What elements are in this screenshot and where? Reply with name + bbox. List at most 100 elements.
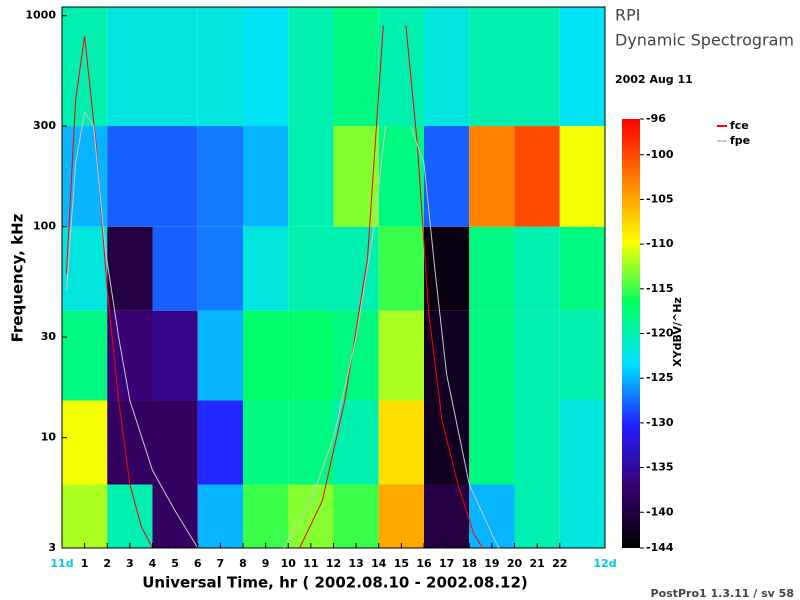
heatmap-cell xyxy=(378,400,424,485)
y-tick-label: 10 xyxy=(41,431,57,444)
heatmap-cell xyxy=(424,400,470,485)
x-tick-label: 20 xyxy=(507,557,523,570)
heatmap-cell xyxy=(559,310,605,401)
heatmap-cell xyxy=(559,126,605,227)
heatmap-cell xyxy=(62,226,108,311)
heatmap-cell xyxy=(288,484,334,548)
x-tick-label: 6 xyxy=(194,557,202,570)
heatmap-cell xyxy=(469,484,515,548)
colorbar-tick-label: -140 xyxy=(646,505,674,518)
x-tick-label: 17 xyxy=(439,557,454,570)
heatmap-cell xyxy=(243,400,289,485)
heatmap-cell xyxy=(243,310,289,401)
heatmap-cell xyxy=(62,7,108,127)
colorbar-tick-label: -96 xyxy=(646,112,666,125)
x-tick-label: 22 xyxy=(552,557,567,570)
heatmap-cell xyxy=(424,7,470,127)
heatmap-cell xyxy=(424,226,470,311)
colorbar-tick-label: -100 xyxy=(646,148,674,161)
heatmap-cell xyxy=(333,226,379,311)
heatmap-cell xyxy=(514,484,560,548)
colorbar-tick-label: -110 xyxy=(646,237,674,250)
heatmap-cell xyxy=(514,310,560,401)
heatmap-cell xyxy=(152,484,198,548)
heatmap-cell xyxy=(243,7,289,127)
x-tick-label: 8 xyxy=(239,557,247,570)
heatmap-cell xyxy=(152,310,198,401)
series-line xyxy=(66,110,500,549)
heatmap-cell xyxy=(107,126,153,227)
y-tick-label: 30 xyxy=(41,330,57,343)
x-tick-label: 5 xyxy=(171,557,179,570)
heatmap-cell xyxy=(288,126,334,227)
heatmap-cell xyxy=(288,226,334,311)
heatmap-cell xyxy=(469,7,515,127)
heatmap-cell xyxy=(107,400,153,485)
heatmap-cell xyxy=(152,400,198,485)
x-tick-label: 13 xyxy=(348,557,363,570)
heatmap-cell xyxy=(288,7,334,127)
legend-label: fpe xyxy=(730,134,750,147)
x-tick-label: 7 xyxy=(217,557,225,570)
x-axis-label: Universal Time, hr ( 2002.08.10 - 2002.0… xyxy=(142,574,528,592)
heatmap-cell xyxy=(243,484,289,548)
heatmap-cell xyxy=(243,126,289,227)
colorbar-tick-label: -130 xyxy=(646,416,674,429)
heatmap-cell xyxy=(333,7,379,127)
x-tick-label: 16 xyxy=(416,557,432,570)
heatmap-cell xyxy=(288,400,334,485)
heatmap-cell xyxy=(62,310,108,401)
colorbar-tick-label: -105 xyxy=(646,192,674,205)
x-tick-label: 12d xyxy=(593,557,616,570)
heatmap-cell xyxy=(559,484,605,548)
x-tick-label: 12 xyxy=(326,557,341,570)
x-tick-label: 10 xyxy=(281,557,297,570)
x-tick-label: 9 xyxy=(262,557,270,570)
colorbar-tick-label: -135 xyxy=(646,461,674,474)
heatmap-cell xyxy=(559,7,605,127)
heatmap-cell xyxy=(197,226,243,311)
heatmap-cell xyxy=(424,310,470,401)
heatmap-cell xyxy=(514,126,560,227)
heatmap-cell xyxy=(243,226,289,311)
heatmap-cell xyxy=(378,226,424,311)
heatmap-cell xyxy=(424,484,470,548)
colorbar-tick-label: -120 xyxy=(646,327,674,340)
heatmap-cell xyxy=(197,400,243,485)
heatmap-cell xyxy=(424,126,470,227)
heatmap-cell xyxy=(514,226,560,311)
heatmap-cell xyxy=(288,310,334,401)
heatmap-cell xyxy=(107,7,153,127)
x-tick-label: 4 xyxy=(149,557,157,570)
y-tick-label: 300 xyxy=(33,119,56,132)
heatmap-cell xyxy=(62,400,108,485)
y-axis-label: Frequency, kHz xyxy=(9,213,27,342)
series-line xyxy=(66,25,484,549)
heatmap-cell xyxy=(333,126,379,227)
y-tick-label: 1000 xyxy=(25,9,56,22)
heatmap-cell xyxy=(378,484,424,548)
chart-title: RPI xyxy=(615,6,640,25)
heatmap-cell xyxy=(152,226,198,311)
heatmap-cell xyxy=(514,7,560,127)
legend-label: fce xyxy=(730,119,749,132)
heatmap-cell xyxy=(107,484,153,548)
x-tick-label: 18 xyxy=(462,557,477,570)
heatmap-cell xyxy=(469,310,515,401)
y-tick-label: 100 xyxy=(33,220,56,233)
x-tick-label: 21 xyxy=(529,557,544,570)
chart-subtitle: Dynamic Spectrogram xyxy=(615,31,794,50)
heatmap-cell xyxy=(378,7,424,127)
x-tick-label: 11d xyxy=(50,557,73,570)
colorbar-label: XYdBV/^Hz xyxy=(671,297,684,367)
heatmap-cell xyxy=(469,126,515,227)
heatmap-cell xyxy=(333,310,379,401)
heatmap-cell xyxy=(62,484,108,548)
x-tick-label: 14 xyxy=(371,557,387,570)
x-tick-label: 3 xyxy=(126,557,134,570)
heatmap-cell xyxy=(197,126,243,227)
x-tick-label: 19 xyxy=(484,557,499,570)
heatmap-cell xyxy=(107,226,153,311)
colorbar-tick-label: -144 xyxy=(646,541,674,554)
